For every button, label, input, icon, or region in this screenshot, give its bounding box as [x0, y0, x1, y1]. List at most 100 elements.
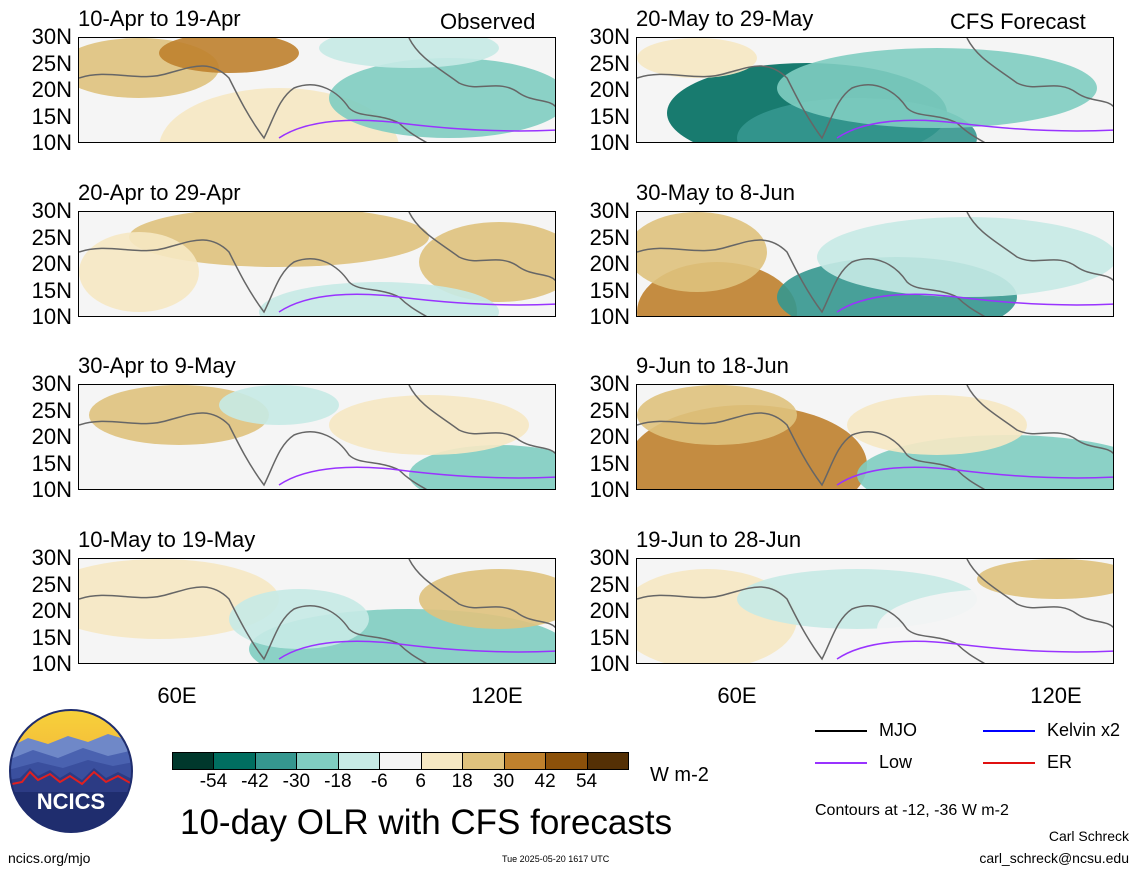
y-tick-label: 25N [31, 224, 72, 250]
colorbar-swatch [462, 752, 505, 770]
y-tick-label: 15N [31, 450, 72, 476]
low-contour [836, 466, 1113, 486]
y-tick-label: 30N [31, 545, 72, 570]
panel-title: 10-May to 19-May [78, 527, 256, 552]
panel-title: 20-May to 29-May [636, 6, 814, 31]
olr-anomaly-patch [977, 559, 1113, 599]
colorbar-swatch [337, 752, 381, 770]
colorbar-units: W m-2 [650, 764, 709, 786]
y-tick-label: 10N [589, 130, 630, 155]
y-tick-label: 10N [31, 651, 72, 676]
y-tick-label: 20N [589, 251, 630, 276]
colorbar-ticks: -54 -42 -30 -18 -6 6 18 30 42 54 [172, 772, 628, 794]
colorbar-swatch [545, 752, 588, 770]
olr-field [79, 385, 555, 489]
coastline [637, 559, 1113, 663]
olr-field [637, 559, 1113, 663]
y-tick-label: 10N [31, 477, 72, 502]
coastline [637, 38, 1113, 142]
y-tick-label: 25N [589, 224, 630, 250]
olr-anomaly-patch [129, 212, 429, 267]
colorbar [172, 752, 629, 770]
ncics-url[interactable]: ncics.org/mjo [8, 850, 91, 866]
colorbar-swatch [254, 752, 298, 770]
x-tick-60e-right: 60E [717, 683, 757, 708]
panel-title: 10-Apr to 19-Apr [78, 6, 241, 31]
y-tick-label: 20N [589, 598, 630, 623]
y-tick-label: 20N [31, 77, 72, 102]
y-tick-label: 10N [589, 304, 630, 329]
y-tick-label: 15N [31, 277, 72, 303]
logo-text: NCICS [36, 789, 106, 814]
low-contour [278, 119, 555, 139]
y-tick-label: 15N [589, 624, 630, 650]
olr-anomaly-patch [79, 232, 199, 312]
olr-anomaly-patch [219, 385, 339, 425]
panel-title: 20-Apr to 29-Apr [78, 180, 241, 205]
y-tick-label: 15N [31, 624, 72, 650]
olr-map [78, 211, 556, 317]
x-tick-60e-left: 60E [157, 683, 197, 708]
y-tick-label: 30N [31, 198, 72, 223]
y-tick-label: 30N [589, 24, 630, 49]
colorbar-swatch [379, 752, 422, 770]
colorbar-tick-label: 6 [415, 771, 426, 792]
olr-anomaly-patch [637, 385, 797, 445]
olr-field [79, 38, 555, 142]
colorbar-tick-label: 30 [493, 771, 515, 792]
olr-map [78, 37, 556, 143]
legend-swatch [815, 762, 867, 764]
colorbar-tick-label: -54 [199, 771, 228, 792]
colorbar-swatch [296, 752, 339, 770]
olr-map [78, 384, 556, 490]
legend-label: ER [1047, 752, 1073, 772]
contour-note: Contours at -12, -36 W m-2 [815, 802, 1009, 819]
y-tick-label: 30N [31, 24, 72, 49]
legend-swatch [983, 730, 1035, 732]
olr-anomaly-patch [637, 212, 767, 292]
olr-anomaly-patch [637, 38, 757, 78]
y-tick-label: 20N [31, 424, 72, 449]
legend-swatch [983, 762, 1035, 764]
legend: MJO Kelvin x2 Low ER [815, 720, 1135, 780]
y-tick-label: 30N [31, 371, 72, 396]
colorbar-swatch [420, 752, 464, 770]
legend-label: Kelvin x2 [1047, 720, 1121, 740]
y-tick-label: 25N [589, 397, 630, 423]
olr-anomaly-patch [817, 217, 1113, 297]
author-email[interactable]: carl_schreck@ncsu.edu [979, 850, 1129, 866]
colorbar-tick-label: -30 [282, 771, 311, 792]
olr-map [636, 37, 1114, 143]
y-tick-label: 25N [31, 50, 72, 76]
y-tick-label: 15N [31, 103, 72, 129]
coastline [637, 212, 1113, 316]
coastline [79, 559, 555, 663]
y-tick-label: 10N [589, 477, 630, 502]
colorbar-swatch [172, 752, 215, 770]
y-tick-label: 20N [589, 424, 630, 449]
colorbar-tick-label: -6 [370, 771, 388, 792]
panel-title: 30-Apr to 9-May [78, 353, 236, 378]
panel-title: 19-Jun to 28-Jun [636, 527, 802, 552]
legend-label: MJO [879, 720, 917, 740]
olr-map [636, 384, 1114, 490]
colorbar-swatch [503, 752, 547, 770]
olr-anomaly-patch [319, 38, 499, 68]
olr-field [79, 212, 555, 316]
colorbar-tick-label: 42 [534, 771, 556, 792]
colorbar-swatch [586, 752, 629, 770]
y-tick-label: 15N [589, 450, 630, 476]
y-tick-label: 10N [589, 651, 630, 676]
coastline [637, 385, 1113, 489]
olr-anomaly-patch [159, 38, 299, 73]
x-tick-120e-right: 120E [1030, 683, 1082, 708]
y-tick-label: 30N [589, 371, 630, 396]
coastline [79, 385, 555, 489]
ncics-logo: NCICS [8, 708, 134, 834]
y-tick-label: 10N [31, 130, 72, 155]
observed-label: Observed [440, 9, 536, 34]
olr-field [79, 559, 555, 663]
olr-anomaly-patch [777, 48, 1097, 128]
y-tick-label: 20N [31, 251, 72, 276]
legend-label: Low [879, 752, 913, 772]
